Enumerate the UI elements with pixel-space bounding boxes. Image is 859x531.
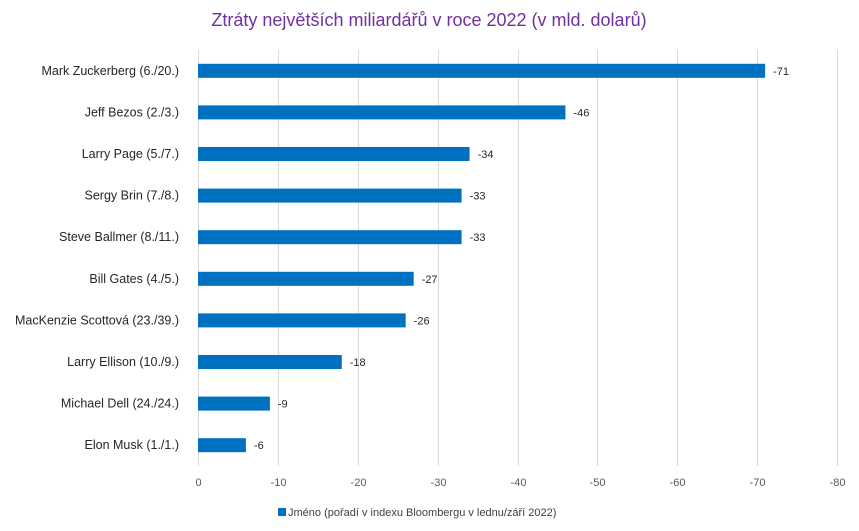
- data-label: -33: [470, 232, 486, 244]
- category-label: Mark Zuckerberg (6./20.): [41, 64, 179, 78]
- x-tick-label: -70: [750, 477, 766, 489]
- bar: [198, 147, 470, 161]
- x-axis-ticks: 0 -10 -20 -30 -40 -50 -60 -70 -80: [195, 477, 845, 489]
- bar: [198, 271, 414, 286]
- data-label: -27: [422, 274, 438, 286]
- x-tick-label: -60: [670, 477, 686, 489]
- legend-label: Jméno (pořadí v indexu Bloombergu v ledn…: [288, 507, 556, 519]
- legend: Jméno (pořadí v indexu Bloombergu v ledn…: [278, 507, 556, 519]
- category-label: Jeff Bezos (2./3.): [85, 105, 179, 119]
- chart-title: Ztráty největších miliardářů v roce 2022…: [211, 10, 646, 30]
- category-label: Sergy Brin (7./8.): [85, 189, 179, 203]
- category-label: Steve Ballmer (8./11.): [59, 230, 179, 244]
- category-label: Larry Ellison (10./9.): [67, 355, 179, 369]
- data-label: -9: [278, 399, 288, 411]
- data-label: -6: [254, 440, 264, 452]
- bar: [198, 355, 342, 369]
- category-label: MacKenzie Scottová (23./39.): [15, 313, 179, 327]
- data-label: -46: [573, 107, 589, 119]
- bar: [198, 230, 462, 245]
- x-tick-label: -20: [351, 477, 367, 489]
- legend-swatch: [278, 508, 286, 516]
- x-tick-label: -40: [511, 477, 527, 489]
- bar: [198, 438, 246, 453]
- category-label: Bill Gates (4./5.): [89, 272, 179, 286]
- x-tick-label: -50: [590, 477, 606, 489]
- bar: [198, 188, 462, 203]
- x-tick-label: 0: [195, 477, 201, 489]
- x-tick-label: -10: [271, 477, 287, 489]
- data-label: -26: [414, 315, 430, 327]
- category-label: Elon Musk (1./1.): [85, 438, 179, 452]
- data-label: -18: [350, 357, 366, 369]
- category-label: Michael Dell (24./24.): [61, 397, 179, 411]
- x-tick-label: -30: [431, 477, 447, 489]
- data-label: -34: [478, 149, 494, 161]
- x-tick-label: -80: [830, 477, 846, 489]
- bar: [198, 313, 406, 328]
- bars: [198, 63, 766, 453]
- category-labels: Mark Zuckerberg (6./20.) Jeff Bezos (2./3…: [15, 64, 179, 452]
- bar: [198, 63, 766, 78]
- data-label: -71: [773, 66, 789, 78]
- bar: [198, 396, 270, 411]
- category-label: Larry Page (5./7.): [82, 147, 179, 161]
- data-label: -33: [470, 191, 486, 203]
- data-labels: -71 -46 -34 -33 -33 -27 -26 -18 -9 -6: [254, 66, 789, 452]
- bar: [198, 105, 566, 120]
